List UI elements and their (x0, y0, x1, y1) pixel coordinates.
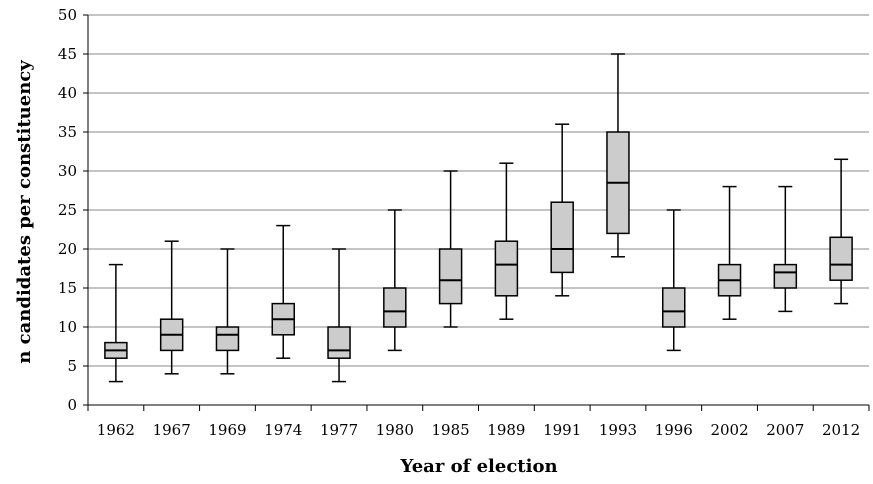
box-1980 (383, 209, 407, 352)
y-tick-label-50: 50 (58, 6, 77, 24)
y-axis-title: n candidates per constituency (14, 60, 35, 364)
x-tick-label-2002: 2002 (710, 421, 748, 439)
box-body-1980 (383, 287, 407, 328)
y-tick-label-35: 35 (58, 123, 77, 141)
x-tick-label-1980: 1980 (376, 421, 414, 439)
box-1991 (550, 123, 574, 297)
x-axis-title: Year of election (399, 456, 557, 477)
box-1974 (271, 224, 295, 359)
x-tick-label-1996: 1996 (655, 421, 693, 439)
box-body-1989 (494, 240, 519, 297)
box-body-1977 (327, 326, 351, 359)
y-tick-label-25: 25 (58, 201, 77, 219)
box-1969 (215, 248, 240, 375)
box-1993 (606, 53, 630, 258)
x-tick-label-2007: 2007 (766, 421, 804, 439)
box-1989 (494, 162, 519, 320)
box-2012 (829, 158, 853, 305)
x-tick-label-1991: 1991 (543, 421, 581, 439)
y-tick-label-10: 10 (58, 318, 77, 336)
axes (83, 14, 870, 411)
tick-labels: 0 5 10 15 20 25 30 35 40 45 50 1962 1967 1969 1974 1977… (58, 6, 860, 439)
y-tick-label-45: 45 (58, 45, 77, 63)
x-tick-label-1969: 1969 (208, 421, 246, 439)
box-series (104, 53, 853, 383)
box-1967 (159, 240, 184, 375)
box-1962 (104, 263, 128, 383)
box-1977 (327, 248, 351, 383)
y-tick-label-15: 15 (58, 279, 77, 297)
y-tick-label-20: 20 (58, 240, 77, 258)
y-tick-label-5: 5 (67, 357, 77, 375)
x-tick-label-2012: 2012 (822, 421, 860, 439)
box-2007 (773, 185, 798, 313)
box-body-1991 (550, 201, 574, 274)
x-tick-label-1974: 1974 (264, 421, 302, 439)
y-tick-label-40: 40 (58, 84, 77, 102)
box-1996 (662, 209, 686, 352)
box-body-1969 (215, 326, 240, 352)
x-tick-label-1993: 1993 (599, 421, 637, 439)
y-tick-label-0: 0 (67, 396, 77, 414)
x-tick-label-1967: 1967 (153, 421, 191, 439)
box-body-2012 (829, 236, 853, 281)
box-1985 (438, 170, 463, 328)
x-tick-label-1977: 1977 (320, 421, 358, 439)
x-tick-label-1962: 1962 (97, 421, 135, 439)
box-body-2007 (773, 263, 798, 289)
x-tick-label-1989: 1989 (487, 421, 525, 439)
x-tick-label-1985: 1985 (432, 421, 470, 439)
y-tick-label-30: 30 (58, 162, 77, 180)
box-body-1996 (662, 287, 686, 328)
box-body-1985 (438, 248, 463, 305)
grid-lines (88, 14, 869, 367)
box-2002 (717, 185, 742, 320)
